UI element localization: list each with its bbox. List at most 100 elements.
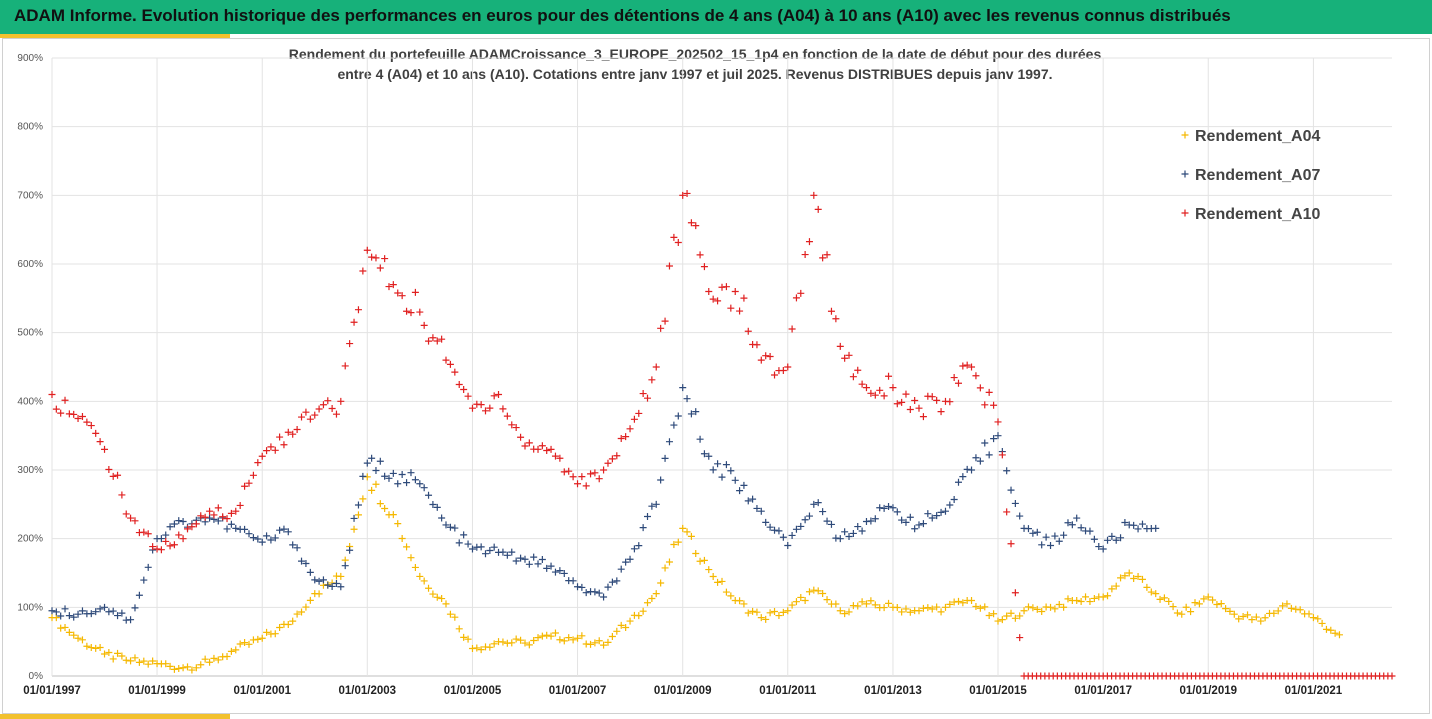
data-point	[451, 368, 459, 376]
data-point	[1077, 524, 1085, 532]
data-point	[1064, 595, 1072, 603]
header-bar: ADAM Informe. Evolution historique des p…	[0, 0, 1432, 34]
data-point	[1230, 610, 1238, 618]
data-point	[801, 516, 809, 524]
data-point	[486, 546, 494, 554]
data-point	[298, 557, 306, 565]
data-point	[477, 646, 485, 654]
data-point	[460, 633, 468, 641]
data-point	[455, 539, 463, 547]
data-point	[617, 565, 625, 573]
data-point	[941, 507, 949, 515]
data-point	[867, 597, 875, 605]
data-point	[332, 410, 340, 418]
data-point	[801, 596, 809, 604]
data-point	[893, 400, 901, 408]
data-point	[477, 401, 485, 409]
x-tick-label: 01/01/2017	[1074, 685, 1132, 697]
data-point	[981, 603, 989, 611]
data-point	[933, 603, 941, 611]
data-point	[836, 342, 844, 350]
data-point	[696, 557, 704, 565]
data-point	[1248, 616, 1256, 624]
data-point	[433, 593, 441, 601]
data-point	[179, 535, 187, 543]
data-point	[889, 504, 897, 512]
data-point	[1261, 614, 1269, 622]
data-point	[429, 590, 437, 598]
chart-frame	[2, 38, 1430, 714]
data-point	[350, 514, 358, 522]
data-point	[166, 523, 174, 531]
data-point	[919, 413, 927, 421]
data-point	[1274, 607, 1282, 615]
y-tick-label: 200%	[17, 534, 43, 545]
data-point	[968, 466, 976, 474]
x-tick-label: 01/01/2003	[339, 685, 397, 697]
data-point	[512, 424, 520, 432]
y-tick-label: 800%	[17, 122, 43, 133]
data-point	[591, 469, 599, 477]
data-point	[775, 612, 783, 620]
data-point	[574, 583, 582, 591]
data-point	[582, 589, 590, 597]
data-point	[214, 504, 222, 512]
data-point	[1029, 529, 1037, 537]
data-point	[455, 380, 463, 388]
data-point	[486, 643, 494, 651]
data-point	[389, 511, 397, 519]
data-point	[398, 470, 406, 478]
data-point	[1125, 569, 1133, 577]
data-point	[797, 289, 805, 297]
data-point	[898, 608, 906, 616]
y-tick-label: 100%	[17, 602, 43, 613]
data-point	[87, 644, 95, 652]
data-point	[928, 514, 936, 522]
data-point	[744, 327, 752, 335]
data-point	[394, 520, 402, 528]
data-point	[276, 526, 284, 534]
data-point	[254, 535, 262, 543]
data-point	[823, 251, 831, 259]
data-point	[709, 295, 717, 303]
data-point	[639, 607, 647, 615]
data-point	[289, 541, 297, 549]
data-point	[385, 283, 393, 291]
data-point	[1104, 536, 1112, 544]
data-point	[867, 517, 875, 525]
data-point	[736, 597, 744, 605]
data-point	[1090, 594, 1098, 602]
data-point	[771, 371, 779, 379]
data-point	[757, 614, 765, 622]
x-tick-label: 01/01/2013	[864, 685, 922, 697]
data-point	[140, 576, 148, 584]
data-point	[665, 262, 673, 270]
data-point	[420, 577, 428, 585]
data-point	[482, 550, 489, 558]
data-point	[521, 442, 529, 450]
data-point	[784, 607, 792, 615]
data-point	[1033, 528, 1041, 536]
data-point	[162, 660, 170, 668]
data-point	[271, 630, 279, 638]
data-point	[376, 500, 384, 508]
data-point	[622, 433, 630, 441]
series-Rendement_A07	[48, 384, 1160, 624]
data-point	[626, 425, 634, 433]
data-point	[919, 520, 927, 528]
data-point	[372, 466, 380, 474]
data-point	[74, 634, 82, 642]
data-point	[1011, 499, 1019, 507]
data-point	[1011, 614, 1019, 622]
data-point	[955, 379, 962, 387]
data-point	[1042, 533, 1050, 541]
data-point	[862, 384, 870, 392]
data-point	[499, 638, 507, 646]
data-point	[757, 507, 765, 515]
data-point	[407, 554, 415, 562]
data-point	[762, 352, 770, 360]
legend-marker	[1181, 131, 1189, 139]
data-point	[508, 639, 516, 647]
data-point	[83, 418, 91, 426]
